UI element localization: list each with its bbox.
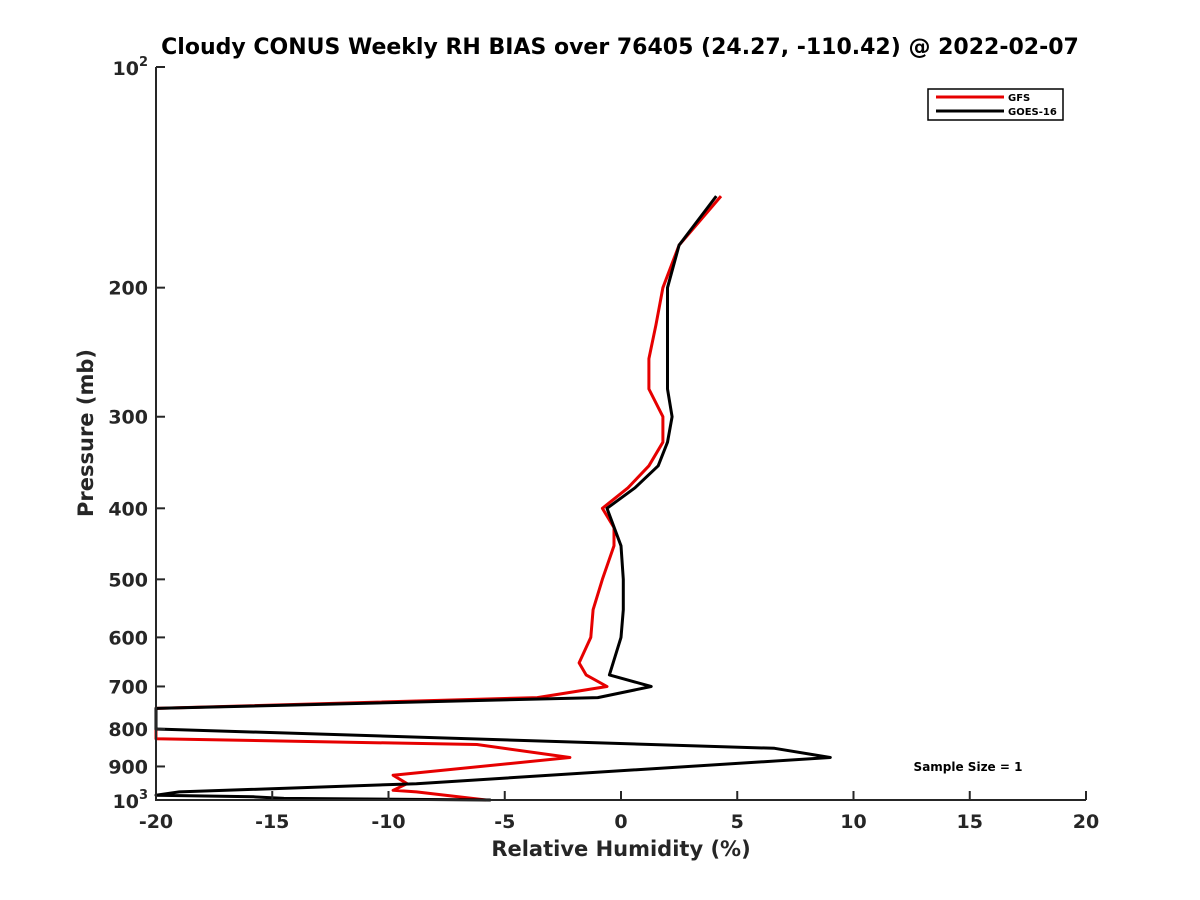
axes-layer — [155, 67, 1086, 801]
series-line-gfs — [154, 195, 723, 802]
y-tick-label: 600 — [108, 627, 148, 649]
series-layer — [154, 195, 832, 802]
x-tick-label: 10 — [840, 811, 866, 833]
y-decade-tick-base: 10 — [113, 58, 139, 80]
ticks-layer: -20 -15 -10 -5 0 5 10 15 20 200 300 400 500 600 700 800… — [108, 55, 1099, 833]
legend-goes-label: GOES-16 — [1008, 107, 1057, 118]
y-decade-tick-label: 103 — [113, 788, 149, 813]
y-decade-tick-label: 102 — [113, 55, 149, 80]
legend-gfs-label: GFS — [1008, 93, 1030, 104]
x-tick-label: 0 — [614, 811, 627, 833]
series-line-goes-16 — [154, 195, 832, 802]
y-tick-label: 500 — [108, 569, 148, 591]
y-decade-tick-exponent: 3 — [139, 788, 148, 803]
x-tick-label: -15 — [255, 811, 289, 833]
y-tick-label: 900 — [108, 756, 148, 778]
y-tick-label: 700 — [108, 676, 148, 698]
y-tick-label: 400 — [108, 498, 148, 520]
y-tick-label: 300 — [108, 407, 148, 429]
x-tick-label: 20 — [1073, 811, 1099, 833]
x-tick-label: -10 — [371, 811, 405, 833]
y-decade-tick-base: 10 — [113, 791, 139, 813]
y-tick-label: 800 — [108, 719, 148, 741]
x-tick-label: -20 — [139, 811, 173, 833]
y-axis-label: Pressure (mb) — [74, 349, 98, 517]
x-axis-label: Relative Humidity (%) — [491, 837, 750, 861]
x-tick-label: -5 — [494, 811, 515, 833]
sample-size-annotation: Sample Size = 1 — [914, 760, 1023, 774]
chart-title: Cloudy CONUS Weekly RH BIAS over 76405 (… — [161, 35, 1079, 60]
x-tick-label: 5 — [731, 811, 744, 833]
y-decade-tick-exponent: 2 — [139, 55, 148, 70]
legend-box — [927, 88, 1064, 121]
y-tick-label: 200 — [108, 278, 148, 300]
x-tick-label: 15 — [957, 811, 983, 833]
legend: GFS GOES-16 — [927, 88, 1064, 121]
